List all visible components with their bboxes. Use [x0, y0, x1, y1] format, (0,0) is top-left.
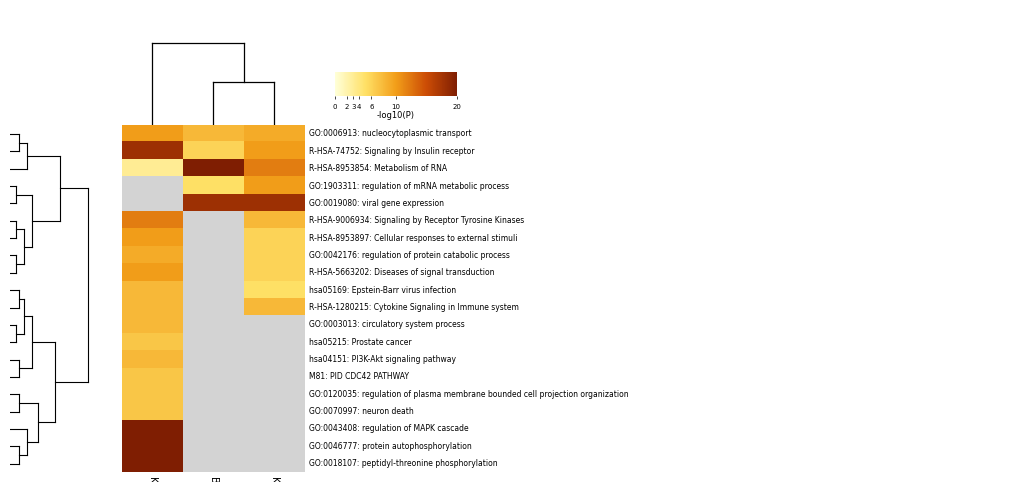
- X-axis label: -log10(P): -log10(P): [377, 111, 415, 120]
